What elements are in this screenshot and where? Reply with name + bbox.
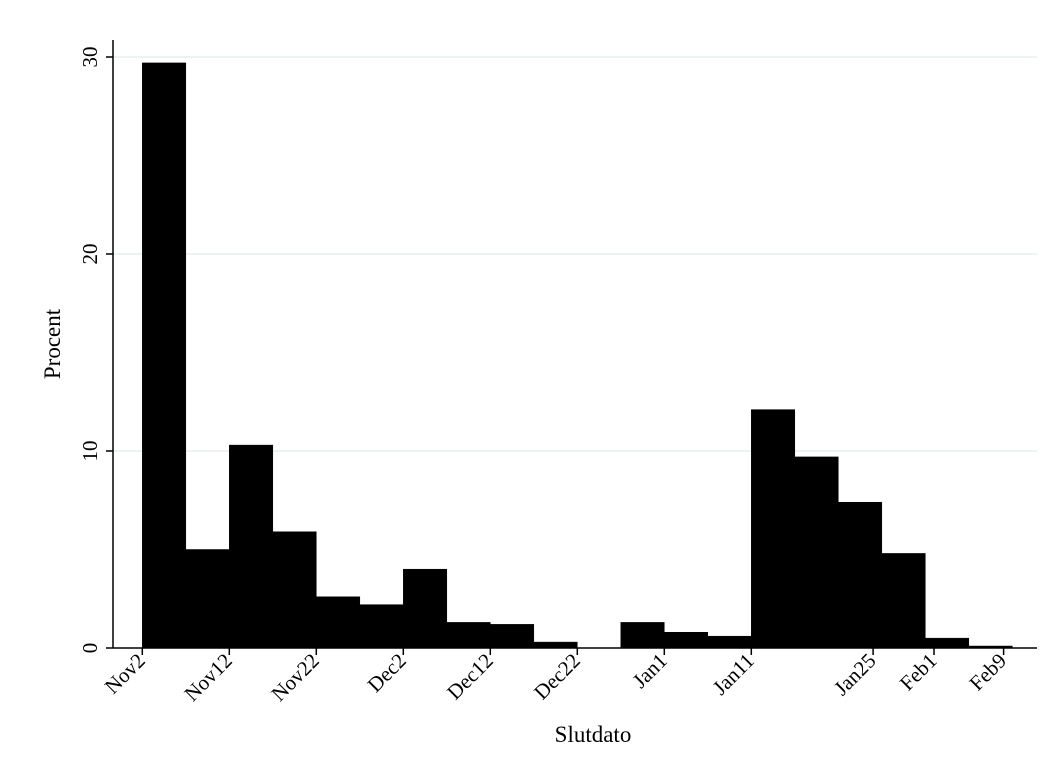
- histogram-bar: [533, 641, 578, 649]
- histogram-bar: [881, 553, 926, 649]
- histogram-bar: [446, 622, 491, 649]
- histogram-bar: [272, 531, 317, 649]
- histogram-bar: [925, 637, 970, 649]
- histogram-bar: [620, 622, 665, 649]
- histogram-bar: [142, 62, 187, 649]
- x-tick-label: Nov12: [179, 649, 236, 706]
- x-tick-label: Jan1: [628, 649, 672, 693]
- x-axis-title: Slutdato: [555, 722, 632, 747]
- x-tick-label: Dec12: [442, 649, 498, 705]
- x-tick-label: Nov2: [100, 649, 150, 699]
- histogram-bar: [185, 549, 230, 649]
- bars: [142, 62, 1013, 649]
- x-tick-label: Feb9: [964, 649, 1011, 696]
- histogram-bar: [751, 409, 796, 649]
- x-tick-label: Dec2: [363, 649, 411, 697]
- histogram-bar: [794, 456, 839, 649]
- x-tick-label: Feb1: [895, 649, 942, 696]
- histogram-bar: [229, 444, 274, 649]
- histogram-bar: [359, 604, 404, 649]
- x-tick-label: Jan25: [829, 649, 881, 701]
- y-tick-label: 0: [78, 643, 102, 654]
- x-ticks: Nov2 Nov12 Nov22 Dec2 Dec12 Dec22 Jan1 Jan11 Jan…: [100, 648, 1011, 706]
- y-axis-title: Procent: [40, 308, 65, 379]
- x-tick-label: Dec22: [529, 649, 585, 705]
- x-tick-label: Jan11: [708, 649, 759, 700]
- histogram-bar: [664, 631, 709, 649]
- gridlines: [113, 56, 1037, 452]
- y-tick-label: 30: [78, 47, 102, 68]
- y-tick-label: 10: [78, 441, 102, 462]
- histogram-bar: [403, 568, 448, 649]
- histogram-bar: [707, 635, 752, 649]
- y-ticks: 0 10 20 30: [78, 47, 113, 654]
- histogram-bar: [838, 501, 883, 649]
- histogram-bar: [316, 596, 361, 649]
- x-tick-label: Nov22: [266, 649, 323, 706]
- y-tick-label: 20: [78, 244, 102, 265]
- histogram-bar: [490, 624, 535, 649]
